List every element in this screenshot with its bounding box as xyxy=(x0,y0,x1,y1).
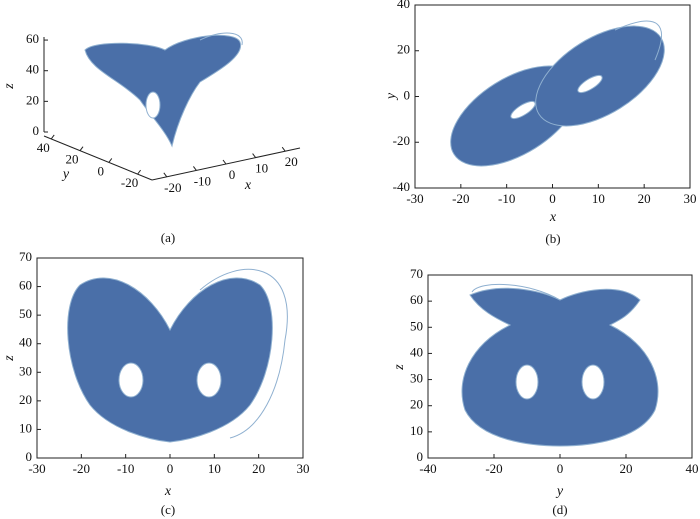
y-axis-label: z xyxy=(392,364,407,371)
y-axis-label: y xyxy=(384,92,399,101)
x-tick-label: -20 xyxy=(485,461,502,476)
z-axis-label: z xyxy=(2,83,17,90)
z-tick-label: 20 xyxy=(26,92,39,107)
x-tick-label: -10 xyxy=(194,173,211,188)
y-tick-label: 40 xyxy=(397,0,410,11)
y-axis-label: z xyxy=(2,355,17,362)
x-tick-label: 20 xyxy=(252,461,265,476)
y-tick-label: 70 xyxy=(19,249,32,264)
x-tick xyxy=(281,146,286,152)
y-tick-label: 10 xyxy=(19,420,32,435)
y-tick xyxy=(50,134,55,140)
x-tick-label: 20 xyxy=(285,154,298,169)
y-tick-label: 20 xyxy=(397,42,410,57)
caption: (d) xyxy=(552,502,567,517)
y-tick-label: 50 xyxy=(410,318,423,333)
y-tick-label: 30 xyxy=(410,371,423,386)
attractor-c xyxy=(67,268,288,443)
x-tick-label: -20 xyxy=(452,191,469,206)
y-tick-label: 40 xyxy=(410,344,423,359)
x-tick-label: 10 xyxy=(255,161,268,176)
x-tick xyxy=(222,159,227,165)
y-tick-label: 20 xyxy=(19,392,32,407)
attractor-d xyxy=(461,283,659,447)
x-tick-label: 10 xyxy=(592,191,605,206)
x-tick-label: 0 xyxy=(229,167,236,182)
x-tick-label: -40 xyxy=(419,461,436,476)
x-tick xyxy=(163,172,168,178)
caption: (b) xyxy=(545,231,560,246)
y-tick-label: 40 xyxy=(37,140,50,155)
x-tick xyxy=(252,153,257,158)
y-tick xyxy=(137,169,142,175)
y-tick-label: 50 xyxy=(19,306,32,321)
x-axis-label: x xyxy=(549,210,557,225)
x-tick-label: 0 xyxy=(167,461,174,476)
x-axis-label: x xyxy=(164,484,172,499)
y-tick-label: 40 xyxy=(19,335,32,350)
y-tick-label: -20 xyxy=(393,133,410,148)
z-tick-label: 40 xyxy=(26,62,39,77)
y-tick-label: 0 xyxy=(98,163,105,178)
x-axis-label: x xyxy=(244,178,252,193)
x-tick-label: 30 xyxy=(297,461,310,476)
y-tick-label: 60 xyxy=(19,278,32,293)
y-tick-label: -20 xyxy=(121,175,138,190)
y-tick xyxy=(79,146,84,151)
attractor-a xyxy=(84,32,243,148)
x-tick-label: -10 xyxy=(117,461,134,476)
x-tick-label: 40 xyxy=(686,461,699,476)
y-tick-label: 20 xyxy=(66,152,79,167)
x-axis-label: y xyxy=(555,484,564,499)
x-tick-label: -10 xyxy=(498,191,515,206)
y-tick-label: -40 xyxy=(393,179,410,194)
x-tick-label: 20 xyxy=(638,191,651,206)
y-tick-label: 30 xyxy=(19,363,32,378)
y-tick-label: 10 xyxy=(410,423,423,438)
caption: (a) xyxy=(161,230,175,245)
x-tick-label: -30 xyxy=(28,461,45,476)
attractor-b xyxy=(450,20,665,167)
y-tick-label: 20 xyxy=(410,397,423,412)
x-tick xyxy=(192,166,197,171)
x-tick-label: 10 xyxy=(208,461,221,476)
x-tick-label: 30 xyxy=(684,191,697,206)
z-tick-label: 60 xyxy=(26,31,39,46)
x-tick-label: -20 xyxy=(164,180,181,195)
x-tick-label: -20 xyxy=(73,461,90,476)
z-tick-label: 0 xyxy=(33,123,40,138)
y-axis-label: y xyxy=(61,167,70,182)
x-tick-label: 0 xyxy=(557,461,564,476)
x-tick-label: 20 xyxy=(620,461,633,476)
x-tick-label: 0 xyxy=(549,191,556,206)
y-tick-label: 60 xyxy=(410,292,423,307)
y-axis xyxy=(43,135,153,181)
x-tick-label: -30 xyxy=(406,191,423,206)
y-tick-label: 0 xyxy=(417,449,424,464)
y-tick-label: 0 xyxy=(26,449,33,464)
caption: (c) xyxy=(161,502,175,517)
y-tick-label: 70 xyxy=(410,266,423,281)
y-tick-label: 0 xyxy=(404,87,411,102)
y-tick xyxy=(108,158,113,163)
